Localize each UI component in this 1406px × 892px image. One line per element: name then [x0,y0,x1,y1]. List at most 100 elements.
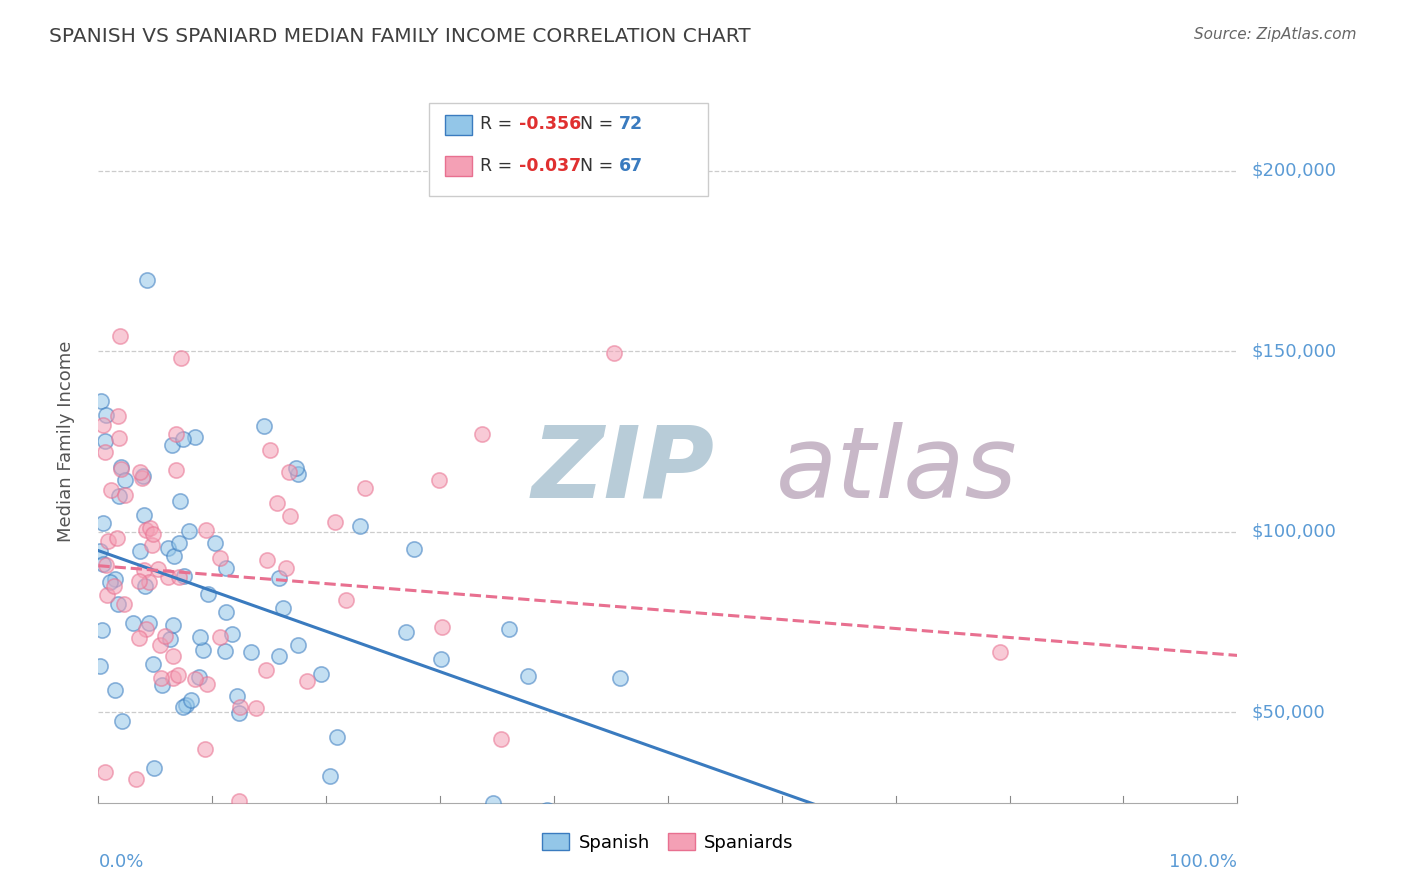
Point [150,678,173,692]
Point [165,426,187,441]
Point [297,674,319,689]
Point [162,618,184,632]
Point [404,541,426,556]
Point [228,706,250,721]
Point [100,483,122,498]
Point [195,524,218,538]
Text: 67: 67 [619,156,643,175]
Point [184,673,207,687]
Point [184,429,207,443]
Point [427,473,450,487]
Point [349,519,371,533]
Point [266,496,288,510]
Point [256,553,278,567]
Point [103,579,125,593]
Point [132,563,155,577]
Point [93,418,115,433]
Point [489,732,512,747]
Point [287,638,309,652]
Point [138,615,160,630]
Point [259,442,281,457]
Text: $50,000: $50,000 [1251,704,1324,722]
Point [108,328,131,343]
Point [131,471,153,485]
Point [129,465,152,479]
Point [143,760,166,774]
Point [91,623,114,637]
Point [141,537,163,551]
Point [180,693,202,707]
Point [114,473,136,487]
Point [128,574,150,588]
Point [228,699,250,714]
Point [208,551,231,566]
Point [132,468,155,483]
Point [172,699,194,714]
Point [215,560,238,574]
Point [110,462,132,476]
Point [174,698,197,712]
Point [170,351,193,365]
Point [430,651,453,665]
Point [482,796,505,810]
Point [138,575,160,590]
Point [132,508,155,522]
Point [107,409,129,424]
Point [162,671,184,685]
Point [214,644,236,658]
FancyBboxPatch shape [444,156,472,177]
Point [988,645,1011,659]
Point [100,575,122,590]
Point [163,549,186,564]
Point [112,597,135,611]
Point [91,557,114,571]
Point [94,445,117,459]
Point [285,461,308,475]
Point [153,629,176,643]
Point [239,645,262,659]
Text: $200,000: $200,000 [1251,161,1336,179]
Text: ZIP: ZIP [531,422,714,519]
Point [228,794,250,808]
Point [149,671,172,685]
Point [254,663,277,677]
Point [204,536,226,550]
Point [172,432,194,446]
Point [253,418,276,433]
Text: -0.037: -0.037 [519,156,581,175]
Point [221,627,243,641]
Text: SPANISH VS SPANIARD MEDIAN FAMILY INCOME CORRELATION CHART: SPANISH VS SPANIARD MEDIAN FAMILY INCOME… [49,27,751,45]
Point [104,572,127,586]
Text: R =: R = [479,115,517,133]
Text: 72: 72 [619,115,643,133]
Point [94,764,117,779]
Point [114,488,136,502]
Point [104,682,127,697]
Text: 100.0%: 100.0% [1170,854,1237,871]
Text: $150,000: $150,000 [1251,343,1336,360]
Point [138,521,160,535]
Point [135,523,157,537]
Point [287,467,309,482]
Point [94,434,117,448]
Legend: Spanish, Spaniards: Spanish, Spaniards [536,826,800,859]
Point [267,648,290,663]
Text: Source: ZipAtlas.com: Source: ZipAtlas.com [1194,27,1357,42]
Point [157,541,180,555]
Point [89,658,111,673]
Point [96,408,118,422]
Point [267,571,290,585]
Point [128,631,150,645]
FancyBboxPatch shape [444,115,472,136]
Point [111,714,134,728]
Point [90,394,112,409]
Point [107,490,129,504]
Point [146,562,169,576]
Point [167,570,190,584]
Point [430,620,453,634]
Text: atlas: atlas [776,422,1018,519]
Point [96,588,118,602]
Point [353,481,375,495]
Point [517,668,540,682]
Point [395,834,418,848]
